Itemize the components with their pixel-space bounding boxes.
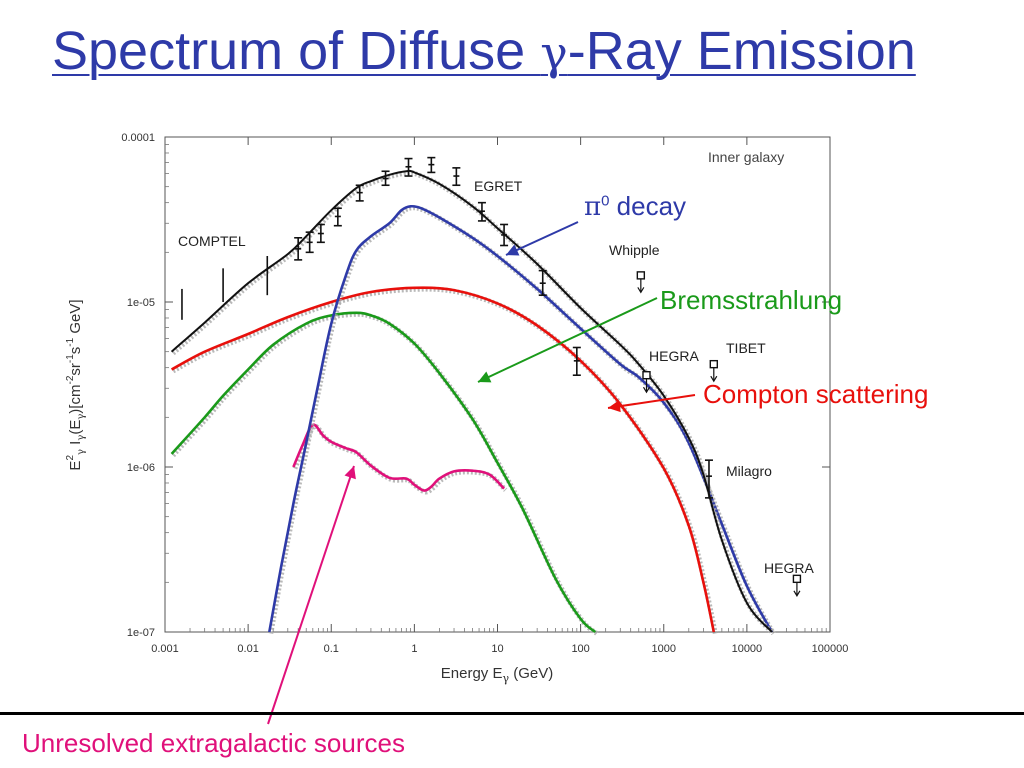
- compton-arrow: [607, 394, 696, 409]
- milagro-label: Milagro: [726, 463, 772, 479]
- x-axis-label: Energy Eγ (GeV): [441, 665, 553, 685]
- hegra-upper-limit-arrow: [793, 590, 801, 598]
- pi-superscript: 0: [601, 192, 610, 210]
- y-label-end: GeV]: [67, 299, 84, 337]
- unresolved-arrow: [267, 465, 355, 725]
- pi0-decay-annotation: π0 decay: [584, 193, 686, 220]
- brems-curve: [170, 311, 597, 634]
- y-label-sub3: γ: [76, 414, 87, 420]
- comptel-label: COMPTEL: [178, 233, 246, 249]
- x-axis-label-unit: (GeV): [509, 665, 553, 682]
- y-label-post: (E: [67, 420, 84, 435]
- compton-arrow-head: [608, 400, 621, 413]
- y-label-sub2: γ: [76, 435, 87, 441]
- model-curves: [170, 169, 776, 636]
- compton-annotation: Compton scattering: [703, 379, 929, 409]
- unresolved-curve: [292, 423, 506, 492]
- y-tick-label: 1e-07: [127, 627, 155, 639]
- y-label-s: s: [67, 347, 84, 355]
- annotation-arrows: [267, 221, 696, 725]
- panel-label: Inner galaxy: [708, 149, 784, 165]
- hegra-label: HEGRA: [764, 560, 814, 576]
- hegra-upper-limit-arrow: [642, 386, 651, 394]
- y-label-exp2: -1: [65, 354, 76, 363]
- unresolved-curve-shadow: [292, 423, 508, 495]
- bremsstrahlung-annotation: Bremsstrahlung: [660, 285, 843, 315]
- tibet-upper-limit-marker: [709, 359, 718, 369]
- y-label-sub: γ: [76, 449, 87, 455]
- egret-label: EGRET: [474, 178, 523, 194]
- y-tick-label: 0.0001: [121, 132, 155, 144]
- axis-ticks: 0.001 0.01 0.1 1 10 100 1000 10000 100000 0.0001 1…: [121, 132, 848, 655]
- instrument-labels: COMPTEL EGRET Whipple HEGRA TIBET Milagro HEGR…: [178, 178, 814, 576]
- hegra-label: HEGRA: [649, 348, 699, 364]
- x-tick-label: 0.1: [324, 643, 339, 655]
- x-tick-label: 0.001: [151, 643, 179, 655]
- x-tick-label: 100: [571, 643, 589, 655]
- pi0-decay-text: decay: [609, 191, 687, 221]
- hegra-upper-limit-marker: [642, 371, 651, 380]
- y-tick-label: 1e-05: [127, 297, 155, 309]
- whipple-upper-limit-arrow: [637, 287, 645, 294]
- hegra-upper-limit-marker: [792, 574, 802, 584]
- compton-curve-shadow: [171, 286, 718, 635]
- bremsstrahlung-arrow-head: [478, 371, 492, 383]
- total-curve: [170, 169, 773, 633]
- y-tick-label: 1e-06: [127, 462, 155, 474]
- x-tick-label: 10000: [732, 643, 763, 655]
- y-label-i: I: [67, 441, 84, 449]
- pi0-arrow-head: [506, 244, 520, 256]
- y-label-sr: sr: [67, 363, 84, 376]
- title-text-before: Spectrum of Diffuse: [52, 21, 541, 81]
- pi0-arrow: [505, 221, 579, 256]
- title-gamma-symbol: γ: [540, 26, 568, 80]
- y-label-e: E: [67, 461, 84, 471]
- bremsstrahlung-arrow: [477, 297, 658, 383]
- y-label-unit: )[cm: [67, 385, 84, 414]
- x-tick-label: 0.01: [237, 643, 258, 655]
- x-tick-label: 10: [491, 643, 503, 655]
- x-tick-label: 1: [411, 643, 417, 655]
- x-axis-label-main: Energy E: [441, 665, 503, 682]
- pi-symbol: π: [584, 192, 602, 222]
- whipple-label: Whipple: [609, 242, 660, 258]
- compton-curve: [170, 286, 716, 633]
- whipple-upper-limit-marker: [636, 271, 646, 280]
- y-label-exp1: -2: [65, 375, 76, 384]
- tibet-upper-limit-arrow: [710, 375, 718, 383]
- unresolved-sources-annotation: Unresolved extragalactic sources: [22, 728, 405, 758]
- y-label-exp3: -1: [65, 337, 76, 346]
- title-text-after: -Ray Emission: [567, 21, 916, 81]
- measurement-points: [181, 156, 802, 598]
- slide-title: Spectrum of Diffuse γ-Ray Emission: [52, 21, 916, 81]
- y-label-sup: 2: [65, 455, 76, 461]
- x-tick-label: 1000: [652, 643, 676, 655]
- bottom-divider: [0, 712, 1024, 715]
- unresolved-arrow-head: [344, 466, 356, 480]
- pi0-curve: [268, 204, 774, 633]
- x-axis-label-sub: γ: [502, 672, 509, 685]
- y-axis-label: E2γ Iγ(Eγ)[cm-2sr-1s-1 GeV]: [65, 299, 87, 470]
- tibet-label: TIBET: [726, 340, 766, 356]
- x-tick-label: 100000: [812, 643, 849, 655]
